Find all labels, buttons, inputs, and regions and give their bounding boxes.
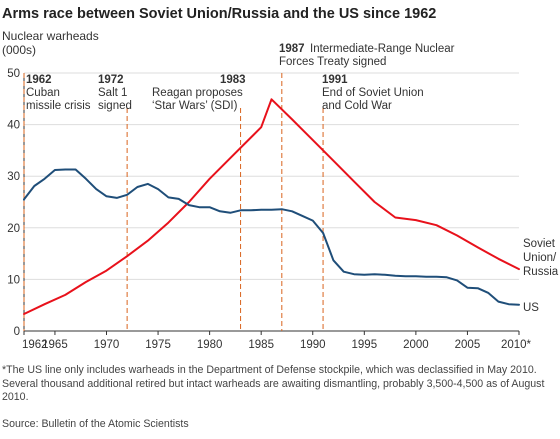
annotation-text-1972: Salt 1 (98, 87, 127, 99)
annotation-text-1962: Cuban (26, 87, 60, 99)
annotation-year-1972: 1972 (98, 74, 124, 86)
footnote: *The US line only includes warheads in t… (2, 364, 545, 403)
y-axis-label: Nuclear warheads (000s) (2, 29, 99, 57)
annotation-text-1987: Forces Treaty signed (279, 56, 386, 68)
series-label-soviet-union-russia: Soviet (523, 238, 556, 250)
series-line-us (23, 168, 520, 306)
x-tick-label: 2010* (501, 339, 532, 351)
annotation-text-1983: ‘Star Wars’ (SDI) (152, 100, 238, 112)
chart-title: Arms race between Soviet Union/Russia an… (2, 6, 437, 22)
annotation-year-1991: 1991 (322, 74, 348, 86)
source-note: Source: Bulletin of the Atomic Scientist… (2, 418, 189, 430)
annotation-text-1991: and Cold War (322, 100, 392, 112)
x-tick-label: 1965 (42, 339, 68, 351)
x-tick-label: 1962 (22, 339, 48, 351)
y-tick-label: 40 (7, 120, 20, 132)
x-tick-label: 1990 (300, 339, 326, 351)
y-tick-label: 30 (7, 171, 20, 183)
series-line-soviet-union-russia (23, 98, 520, 315)
y-tick-label: 50 (7, 68, 20, 80)
x-tick-label: 2000 (403, 339, 429, 351)
series-label-soviet-union-russia: Russia (523, 266, 559, 278)
series-label-soviet-union-russia: Union/ (523, 252, 557, 264)
annotation-year-1987: 1987 (279, 43, 305, 55)
x-tick-label: 2005 (455, 339, 481, 351)
annotation-year-1983: 1983 (220, 74, 246, 86)
x-tick-label: 1970 (94, 339, 120, 351)
annotation-text-1962: missile crisis (26, 100, 91, 112)
y-tick-label: 10 (7, 274, 20, 286)
x-tick-label: 1985 (248, 339, 274, 351)
annotation-text-1983: Reagan proposes (152, 87, 243, 99)
annotation-text-1987: Intermediate-Range Nuclear (310, 43, 455, 55)
annotation-year-1962: 1962 (26, 74, 52, 86)
annotation-text-1972: signed (98, 100, 132, 112)
y-tick-label: 0 (14, 326, 20, 338)
annotation-text-1991: End of Soviet Union (322, 87, 424, 99)
series-label-us: US (523, 302, 539, 314)
x-tick-label: 1975 (145, 339, 171, 351)
x-tick-label: 1980 (197, 339, 223, 351)
y-tick-label: 20 (7, 223, 20, 235)
x-tick-label: 1995 (352, 339, 378, 351)
